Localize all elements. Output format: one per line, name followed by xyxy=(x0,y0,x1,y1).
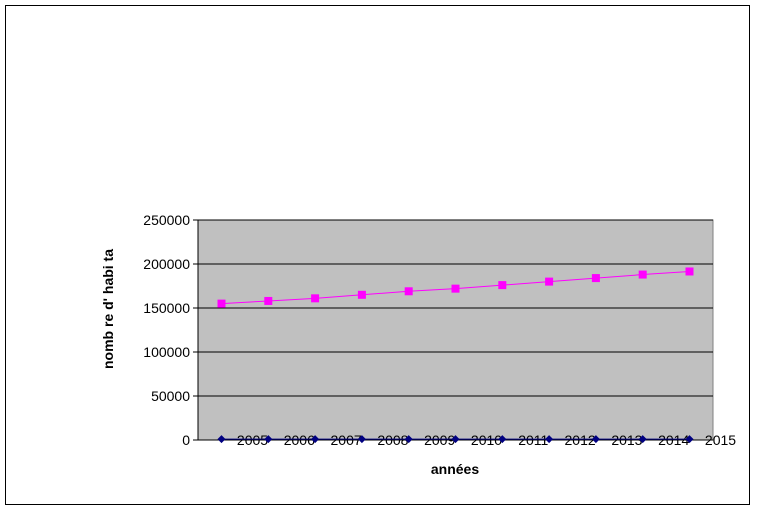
x-tick-label: 2010 xyxy=(471,432,502,448)
y-tick-label: 200000 xyxy=(143,256,190,272)
data-point xyxy=(545,277,554,286)
data-point xyxy=(264,296,273,305)
x-tick-label: 2013 xyxy=(611,432,642,448)
data-point xyxy=(404,435,413,444)
x-tick-label: 2014 xyxy=(658,432,689,448)
y-tick-label: 250000 xyxy=(143,212,190,228)
data-point xyxy=(264,435,273,444)
data-point xyxy=(498,435,507,444)
data-point xyxy=(498,281,507,290)
data-point xyxy=(451,435,460,444)
y-tick-label: 50000 xyxy=(151,388,190,404)
data-point xyxy=(357,290,366,299)
data-point xyxy=(685,267,694,276)
data-point xyxy=(451,284,460,293)
data-point xyxy=(357,435,366,444)
data-point xyxy=(591,274,600,283)
x-axis-title: années xyxy=(431,461,479,477)
data-point xyxy=(217,299,226,308)
data-point xyxy=(638,270,647,279)
x-tick-label: 2015 xyxy=(705,432,736,448)
series-group xyxy=(217,267,694,444)
data-point xyxy=(217,435,226,444)
data-point xyxy=(545,435,554,444)
x-tick-labels: 2005 2006 2007 2008 2009 2010 2011 2012 2013 2014… xyxy=(237,432,736,448)
x-tick-label: 2011 xyxy=(518,432,548,448)
data-point xyxy=(685,435,694,444)
y-tick-labels: 0 50000 100000 150000 200000 250000 xyxy=(143,212,190,448)
data-point xyxy=(404,287,413,296)
data-point xyxy=(638,435,647,444)
data-point xyxy=(311,435,320,444)
x-tick-label: 2005 xyxy=(237,432,268,448)
x-tick-label: 2006 xyxy=(284,432,315,448)
data-point xyxy=(591,435,600,444)
x-tick-label: 2007 xyxy=(331,432,362,448)
x-tick-label: 2008 xyxy=(377,432,408,448)
x-tick-label: 2009 xyxy=(424,432,455,448)
y-tick-label: 150000 xyxy=(143,300,190,316)
y-tick-label: 100000 xyxy=(143,344,190,360)
plot-area xyxy=(197,219,714,441)
plot-area-group xyxy=(193,219,714,441)
data-point xyxy=(311,294,320,303)
x-tick-label: 2012 xyxy=(565,432,596,448)
y-axis-title: nomb re d' habi ta xyxy=(100,249,116,369)
y-tick-label: 0 xyxy=(182,432,190,448)
